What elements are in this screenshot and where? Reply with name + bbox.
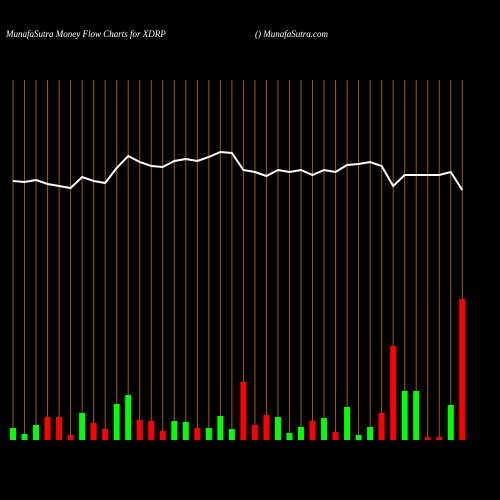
bar (159, 431, 166, 440)
bar (309, 421, 316, 440)
bar (205, 428, 212, 440)
bar (67, 435, 74, 440)
bar (332, 432, 339, 440)
bar (79, 413, 86, 440)
bar (251, 425, 258, 440)
bar (33, 425, 40, 440)
bar (240, 382, 247, 440)
bar (228, 429, 235, 440)
bar (102, 429, 109, 440)
chart-subtitle: () MunafaSutra.com (255, 29, 328, 39)
bar (263, 415, 270, 440)
bar (378, 413, 385, 440)
bar (217, 416, 224, 440)
bar (286, 433, 293, 440)
bar (424, 437, 431, 440)
bar (436, 437, 443, 440)
money-flow-line (12, 150, 464, 191)
bar (10, 428, 16, 440)
bar (459, 299, 466, 440)
bar (390, 346, 397, 440)
bar (367, 427, 374, 440)
bar (321, 418, 328, 440)
bar (413, 391, 420, 440)
bar (194, 428, 201, 440)
bar (56, 417, 63, 440)
bar (355, 435, 362, 440)
bar (344, 407, 351, 440)
bar (148, 421, 155, 440)
bar (182, 422, 189, 440)
bar (44, 417, 51, 440)
bar (274, 417, 281, 440)
bar (298, 427, 304, 440)
bar (171, 421, 178, 440)
bar (447, 405, 454, 440)
bar (21, 434, 28, 440)
bar (125, 395, 132, 440)
bar (113, 404, 120, 440)
bar (90, 423, 97, 440)
bar (401, 391, 408, 440)
bar (136, 420, 143, 440)
chart-title: MunafaSutra Money Flow Charts for XDRP (5, 29, 166, 39)
